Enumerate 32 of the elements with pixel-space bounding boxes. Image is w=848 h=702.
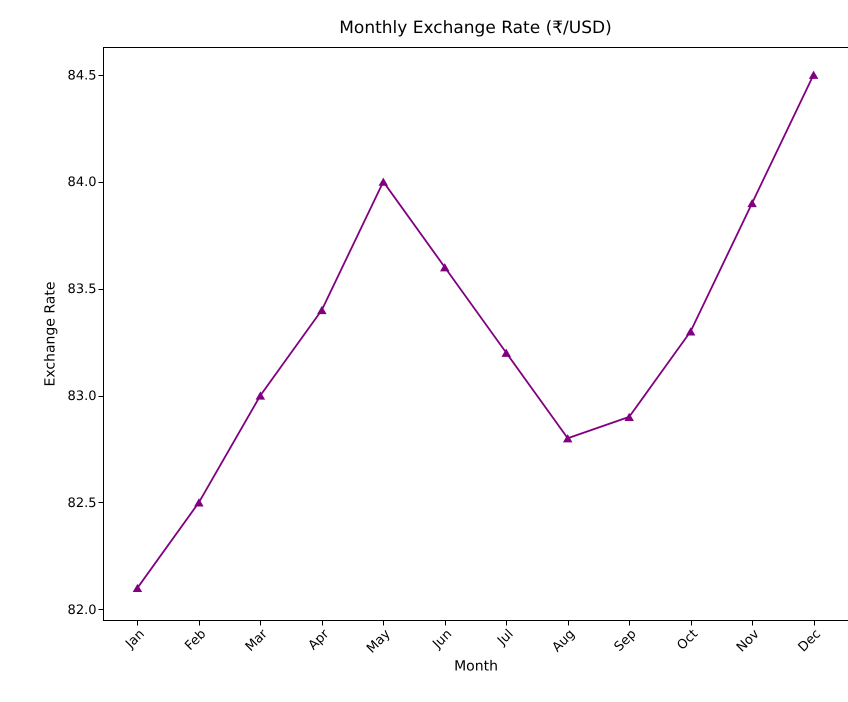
point [194, 498, 204, 507]
x-tick-label: Nov [734, 626, 763, 656]
y-tick-label: 83.5 [68, 282, 96, 298]
x-tick-label: Aug [550, 626, 578, 656]
point [808, 70, 818, 79]
point [317, 306, 327, 314]
x-axis-title: Month [454, 658, 498, 675]
point [256, 391, 266, 400]
point [562, 434, 572, 442]
point [624, 412, 634, 421]
x-tick-label: Jun [429, 626, 456, 652]
x-tick-label: Jan [122, 626, 148, 652]
x-tick-label: Dec [796, 626, 824, 656]
y-tick-label: 82.5 [68, 496, 96, 511]
x-tick-label: Feb [182, 626, 210, 654]
y-tick-label: 84.5 [68, 68, 96, 84]
point [501, 348, 511, 357]
x-tick-label: Mar [242, 626, 272, 655]
x-tick-label: Oct [674, 626, 702, 654]
point [747, 198, 757, 208]
y-tick-label: 83.0 [68, 389, 96, 404]
y-tick-label: 84.0 [68, 175, 96, 190]
x-tick-label: Apr [306, 626, 333, 654]
point [132, 584, 142, 592]
chart-title: Monthly Exchange Rate (₹/USD) [339, 18, 612, 38]
x-tick-label: Sep [612, 626, 640, 655]
x-tick-label: Jul [494, 626, 517, 650]
y-axis-title: Exchange Rate [42, 282, 59, 386]
y-tick-label: 82.0 [68, 602, 96, 618]
point [378, 178, 388, 186]
point [440, 263, 450, 272]
point [686, 327, 696, 336]
